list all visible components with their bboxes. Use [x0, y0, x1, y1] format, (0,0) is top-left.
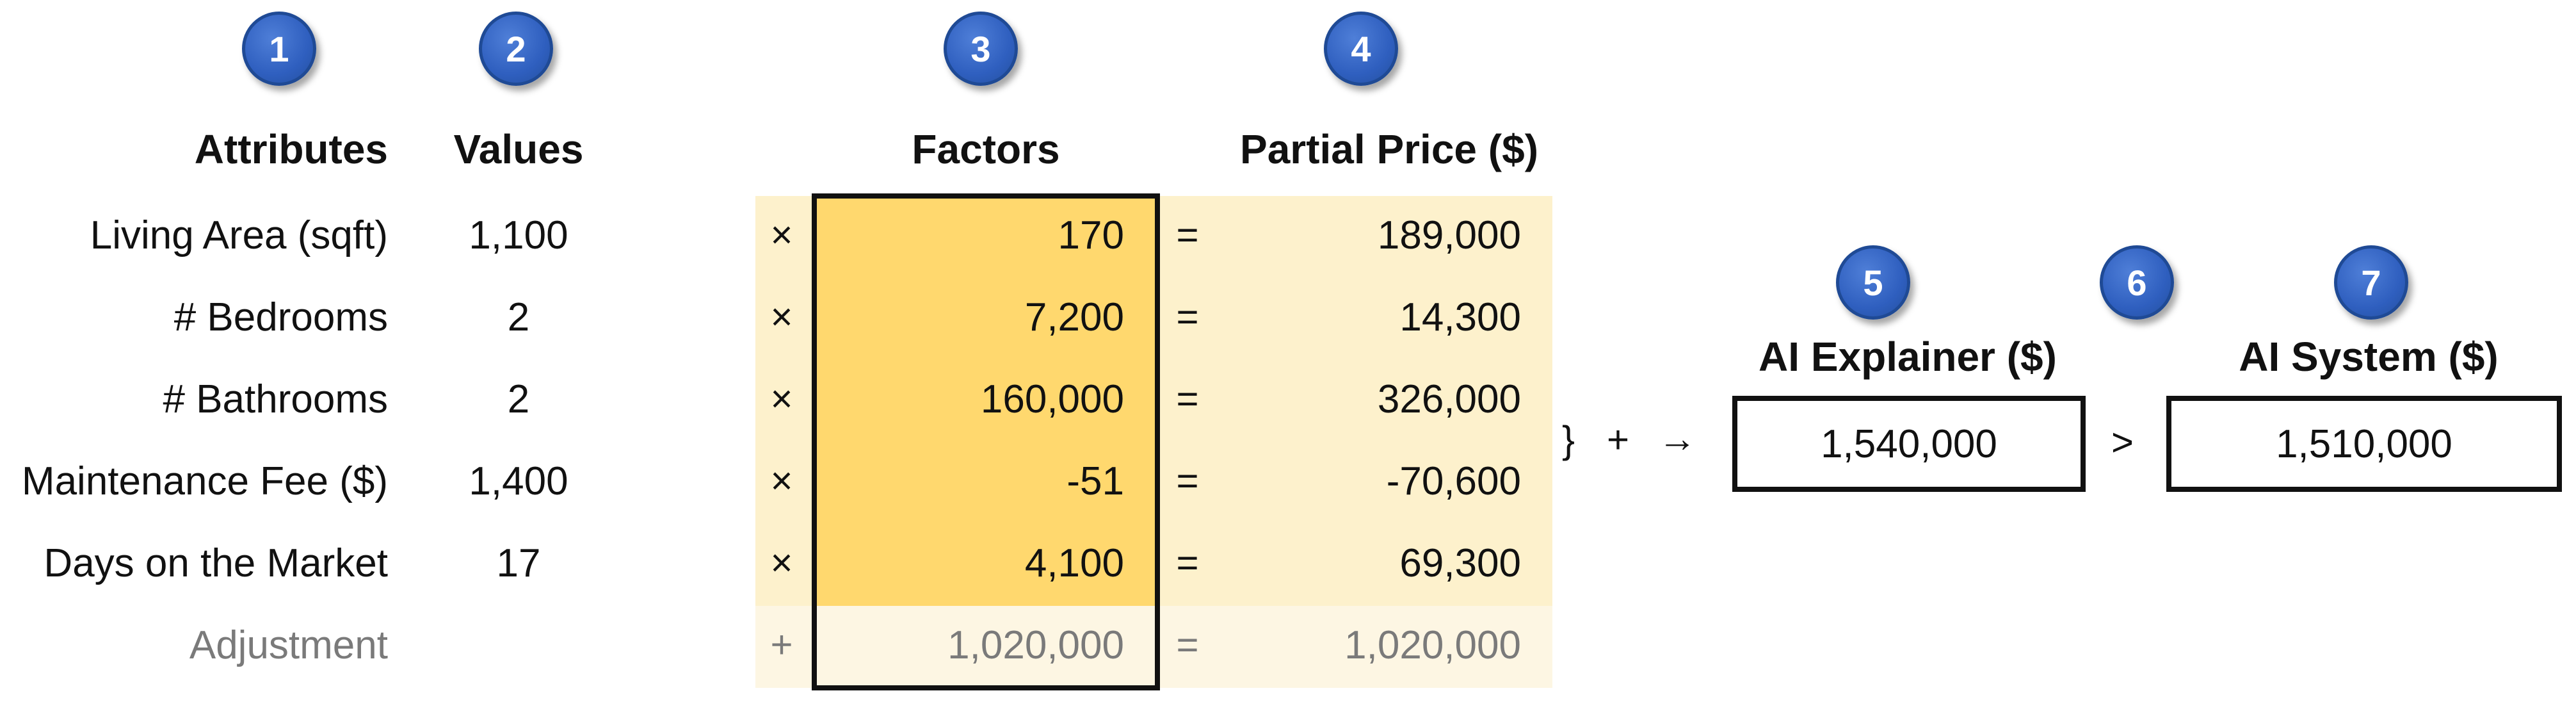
- multiply-sign: ×: [770, 459, 793, 502]
- header-attributes: Attributes: [194, 126, 388, 172]
- attribute-value: 1,100: [469, 213, 568, 257]
- header-factors: Factors: [912, 126, 1060, 172]
- attribute-value: 2: [507, 377, 530, 421]
- attribute-value: 17: [496, 541, 541, 585]
- factor-column-box: [812, 193, 1160, 690]
- header-ai-explainer: AI Explainer ($): [1759, 334, 2057, 380]
- ai-explainer-box: 1,540,000: [1732, 396, 2086, 492]
- adjustment-label: Adjustment: [189, 623, 388, 667]
- multiply-sign: ×: [770, 213, 793, 256]
- attribute-label: Days on the Market: [44, 541, 388, 585]
- greater-than-symbol: >: [2111, 421, 2134, 464]
- equals-sign: =: [1176, 541, 1199, 584]
- adjustment-factor: 1,020,000: [947, 623, 1124, 667]
- plus-sign: +: [770, 623, 793, 666]
- step-badge-4: 4: [1324, 12, 1398, 86]
- brace-symbol: }: [1562, 418, 1575, 461]
- partial-price-value: -70,600: [1386, 459, 1521, 503]
- step-badge-2: 2: [479, 12, 553, 86]
- equals-sign: =: [1176, 377, 1199, 420]
- multiply-sign: ×: [770, 295, 793, 338]
- step-badge-7: 7: [2334, 245, 2408, 320]
- plus-symbol: +: [1607, 418, 1630, 461]
- attribute-label: Maintenance Fee ($): [21, 459, 388, 503]
- factor-value: 170: [1058, 213, 1124, 257]
- ai-explainer-value: 1,540,000: [1821, 421, 1997, 466]
- attribute-value: 1,400: [469, 459, 568, 503]
- attribute-label: # Bathrooms: [163, 377, 388, 421]
- partial-price-value: 14,300: [1399, 295, 1521, 339]
- multiply-sign: ×: [770, 377, 793, 420]
- factor-column-fill: [814, 196, 1157, 606]
- equals-sign: =: [1176, 623, 1199, 666]
- factor-value: 4,100: [1024, 541, 1124, 585]
- equals-sign: =: [1176, 213, 1199, 256]
- equals-sign: =: [1176, 295, 1199, 338]
- step-badge-6: 6: [2100, 245, 2174, 320]
- multiply-sign: ×: [770, 541, 793, 584]
- factor-value: 160,000: [980, 377, 1124, 421]
- partial-price-value: 326,000: [1377, 377, 1521, 421]
- ai-system-box: 1,510,000: [2166, 396, 2562, 492]
- partial-price-value: 69,300: [1399, 541, 1521, 585]
- header-partial-price: Partial Price ($): [1240, 126, 1538, 172]
- header-ai-system: AI System ($): [2239, 334, 2499, 380]
- attribute-label: Living Area (sqft): [90, 213, 388, 257]
- step-badge-3: 3: [944, 12, 1018, 86]
- factor-adjustment-fill: [814, 606, 1157, 688]
- ai-system-value: 1,510,000: [2276, 421, 2452, 466]
- attribute-label: # Bedrooms: [173, 295, 388, 339]
- step-badge-5: 5: [1836, 245, 1910, 320]
- step-badge-1: 1: [242, 12, 316, 86]
- equals-sign: =: [1176, 459, 1199, 502]
- header-values: Values: [453, 126, 584, 172]
- factor-value: 7,200: [1024, 295, 1124, 339]
- arrow-icon: →: [1658, 417, 1696, 460]
- adjustment-partial-price: 1,020,000: [1344, 623, 1521, 667]
- attribute-value: 2: [507, 295, 530, 339]
- partial-price-value: 189,000: [1377, 213, 1521, 257]
- factor-value: -51: [1067, 459, 1124, 503]
